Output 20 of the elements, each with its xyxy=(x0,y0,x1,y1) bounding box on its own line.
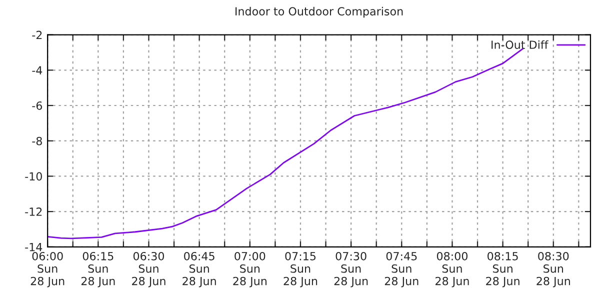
x-tick-label: 07:45 Sun 28 Jun xyxy=(384,252,418,288)
y-tick-label: -14 xyxy=(25,243,42,252)
x-tick-label: 06:00 Sun 28 Jun xyxy=(30,252,64,288)
x-tick-label: 08:30 Sun 28 Jun xyxy=(536,252,570,288)
y-tick-label: -2 xyxy=(32,30,42,40)
y-tick-label: -4 xyxy=(32,66,42,74)
chart-title: Indoor to Outdoor Comparison xyxy=(236,6,403,18)
x-tick-label: 06:30 Sun 28 Jun xyxy=(132,252,166,288)
x-tick-label: 07:15 Sun 28 Jun xyxy=(284,252,318,288)
x-tick-label: 06:45 Sun 28 Jun xyxy=(182,252,216,288)
x-tick-label: 08:00 Sun 28 Jun xyxy=(436,252,469,288)
x-tick-label: 06:15 Sun 28 Jun xyxy=(81,252,115,288)
y-tick-label: -8 xyxy=(32,136,42,146)
y-tick-label: -10 xyxy=(25,172,42,181)
series-label: In-Out Diff xyxy=(492,40,548,49)
y-tick-label: -12 xyxy=(25,208,42,216)
x-tick-label: 08:15 Sun 28 Jun xyxy=(486,252,520,288)
y-tick-label: -6 xyxy=(32,101,42,110)
x-tick-label: 07:00 Sun 28 Jun xyxy=(233,252,266,288)
x-tick-label: 07:30 Sun 28 Jun xyxy=(334,252,368,288)
